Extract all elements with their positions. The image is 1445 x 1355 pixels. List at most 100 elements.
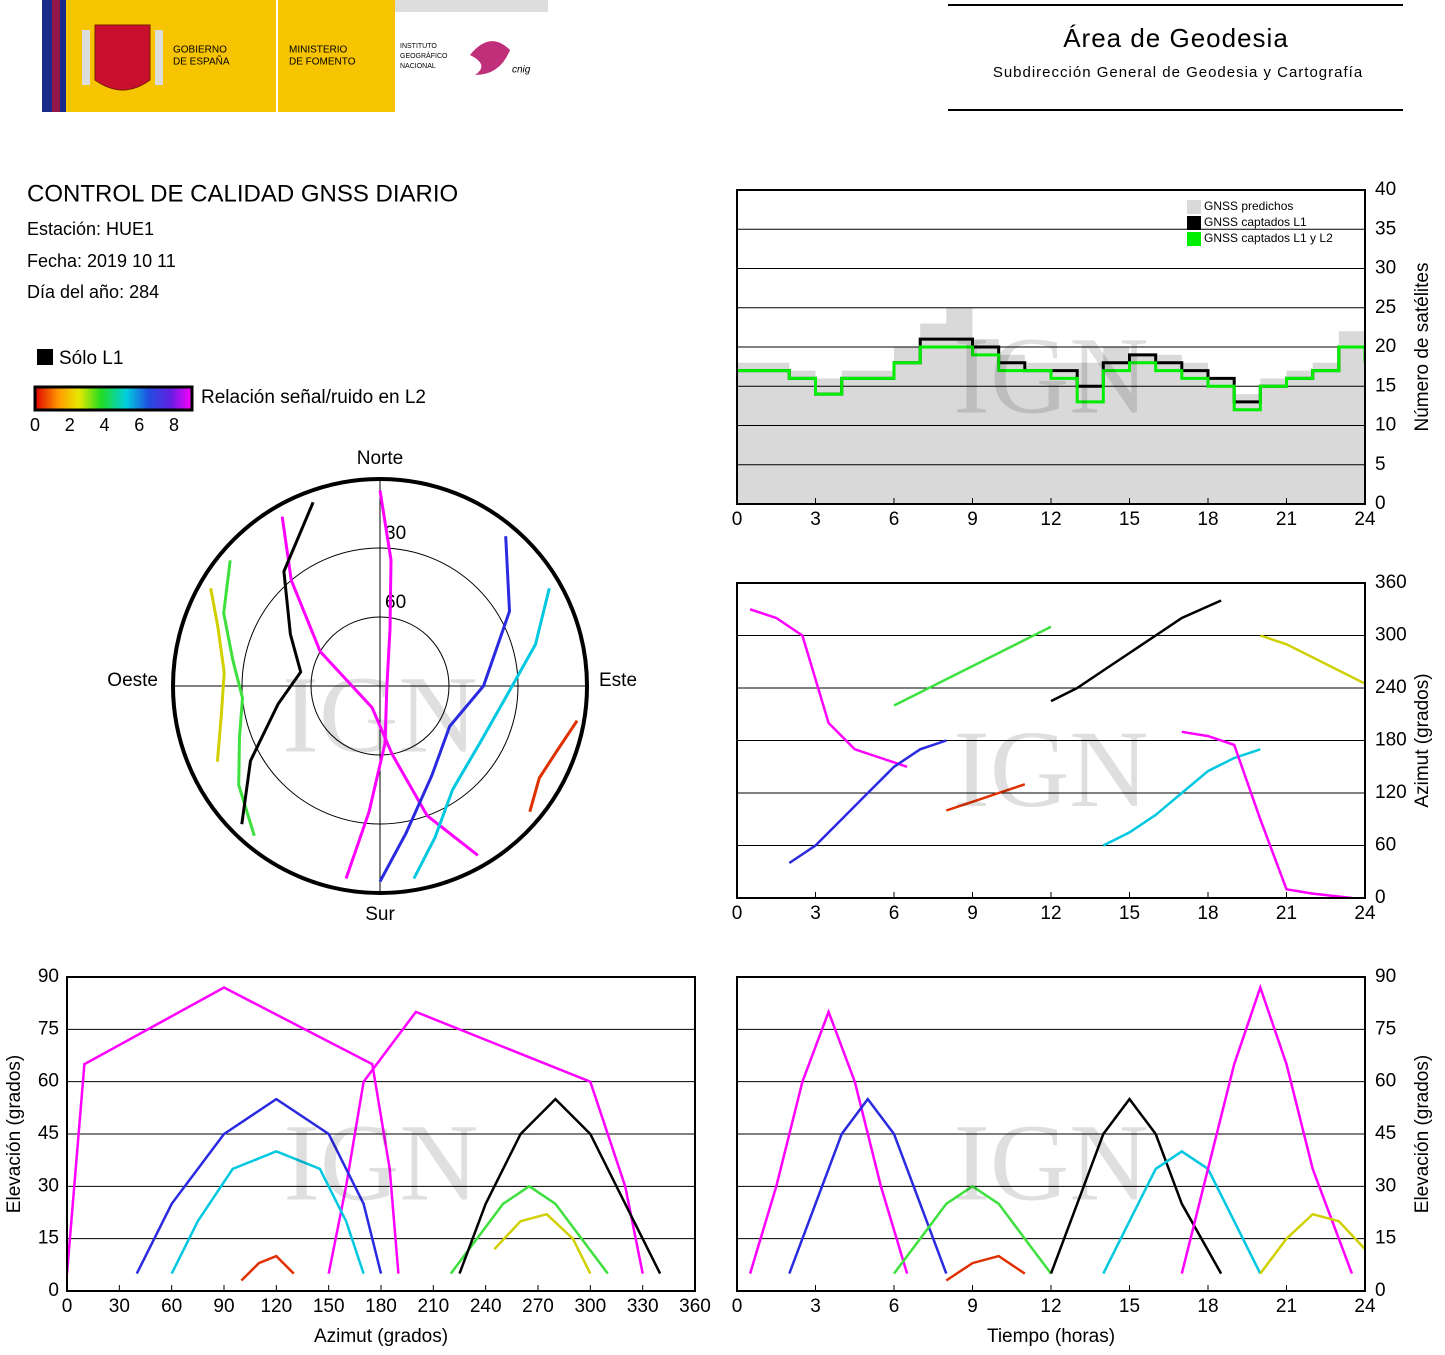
y-tick-label: 0	[1375, 493, 1386, 514]
y-tick-label: 35	[1375, 218, 1396, 239]
snr-label: Relación señal/ruido en L2	[201, 387, 426, 408]
station: Estación: HUE1	[27, 219, 154, 239]
y-tick-label: 40	[1375, 179, 1396, 200]
y-tick-label: 15	[1375, 1228, 1396, 1249]
track	[748, 1008, 909, 1274]
track	[170, 1150, 365, 1275]
logo: GOBIERNO DE ESPAÑA MINISTERIO DE FOMENTO…	[42, 0, 548, 112]
sky-track	[240, 501, 315, 825]
y-tick-label: 60	[38, 1071, 59, 1092]
x-tick-label: 360	[679, 1296, 711, 1317]
plot-area	[67, 977, 695, 1291]
elevation-ring	[241, 547, 519, 825]
y-tick-label: 60	[1375, 835, 1396, 856]
x-tick-label: 180	[365, 1296, 397, 1317]
plot-area	[737, 977, 1365, 1291]
x-tick-label: 24	[1354, 1296, 1376, 1317]
y-tick-label: 75	[38, 1018, 59, 1039]
track	[893, 1184, 1052, 1275]
track	[458, 1097, 662, 1275]
ring-label: 30	[385, 523, 406, 544]
cnig-mark	[470, 41, 510, 75]
track	[1259, 634, 1365, 685]
plot-area	[737, 583, 1365, 898]
logo-text: cnig	[512, 65, 531, 76]
x-tick-label: 60	[161, 1296, 182, 1317]
logo-band	[278, 0, 395, 112]
track	[67, 986, 400, 1274]
sky-track	[528, 719, 579, 813]
logo-text: MINISTERIO	[289, 45, 348, 56]
logo-text: GOBIERNO	[173, 45, 227, 56]
x-tick-label: 30	[109, 1296, 130, 1317]
y-tick-label: 90	[38, 966, 59, 987]
x-tick-label: 150	[313, 1296, 345, 1317]
y-tick-label: 90	[1375, 966, 1396, 987]
ring-label: 60	[385, 592, 406, 613]
coat-pillar	[82, 30, 90, 85]
coat-of-arms	[94, 24, 151, 91]
legend-label: GNSS predichos	[1204, 199, 1293, 213]
y-tick-label: 0	[48, 1280, 59, 1301]
direction-label: Oeste	[107, 670, 158, 691]
snr-tick-label: 4	[99, 415, 109, 435]
logo-text: DE ESPAÑA	[173, 55, 230, 68]
sky-track	[280, 516, 479, 857]
direction-label: Este	[599, 670, 637, 691]
y-axis-label: Elevación (grados)	[4, 1055, 25, 1213]
track	[1102, 748, 1261, 847]
track	[788, 739, 947, 865]
y-tick-label: 0	[1375, 1280, 1386, 1301]
y-tick-label: 30	[38, 1175, 59, 1196]
x-tick-label: 15	[1119, 903, 1140, 924]
x-tick-label: 90	[213, 1296, 234, 1317]
x-tick-label: 330	[627, 1296, 659, 1317]
track	[240, 1254, 295, 1282]
y-tick-label: 15	[38, 1228, 59, 1249]
x-tick-label: 12	[1040, 1296, 1061, 1317]
sky-track	[209, 588, 226, 762]
y-tick-label: 10	[1375, 415, 1396, 436]
x-tick-label: 24	[1354, 509, 1376, 530]
legend-swatch	[1187, 200, 1201, 214]
sky-track	[412, 587, 551, 880]
x-tick-label: 6	[889, 903, 900, 924]
snr-tick-label: 2	[65, 415, 75, 435]
track	[945, 783, 1026, 812]
day-of-year: Día del año: 284	[27, 282, 159, 302]
x-tick-label: 21	[1276, 903, 1297, 924]
x-tick-label: 24	[1354, 903, 1376, 924]
direction-label: Norte	[357, 448, 403, 469]
y-axis-label: Elevación (grados)	[1412, 1055, 1433, 1213]
y-tick-label: 0	[1375, 887, 1386, 908]
logo-text: INSTITUTO	[400, 43, 437, 50]
x-tick-label: 3	[810, 509, 821, 530]
track	[945, 1254, 1026, 1282]
y-axis-label: Número de satélites	[1412, 263, 1433, 432]
x-tick-label: 15	[1119, 509, 1140, 530]
track	[788, 1097, 948, 1275]
elevation-ring	[310, 616, 450, 756]
y-axis-label: Azimut (grados)	[1412, 673, 1433, 807]
y-tick-label: 180	[1375, 730, 1407, 751]
y-tick-label: 45	[1375, 1123, 1396, 1144]
coat-pillar	[155, 30, 163, 85]
y-tick-label: 30	[1375, 1175, 1396, 1196]
x-tick-label: 0	[62, 1296, 73, 1317]
x-tick-label: 18	[1197, 1296, 1218, 1317]
track	[749, 608, 908, 768]
track	[327, 1010, 644, 1274]
x-tick-label: 300	[574, 1296, 606, 1317]
x-tick-label: 18	[1197, 903, 1218, 924]
header-subtitle: Subdirección General de Geodesia y Carto…	[993, 64, 1363, 81]
snr-tick-label: 0	[30, 415, 40, 435]
x-axis-label: Azimut (grados)	[314, 1326, 448, 1347]
y-tick-label: 45	[38, 1123, 59, 1144]
x-tick-label: 12	[1040, 509, 1061, 530]
logo-text: GEOGRÁFICO	[400, 51, 448, 60]
x-tick-label: 9	[967, 1296, 978, 1317]
watermark: IGN	[953, 1101, 1149, 1223]
x-tick-label: 6	[889, 509, 900, 530]
legend-swatch	[1187, 216, 1201, 230]
y-tick-label: 360	[1375, 572, 1407, 593]
